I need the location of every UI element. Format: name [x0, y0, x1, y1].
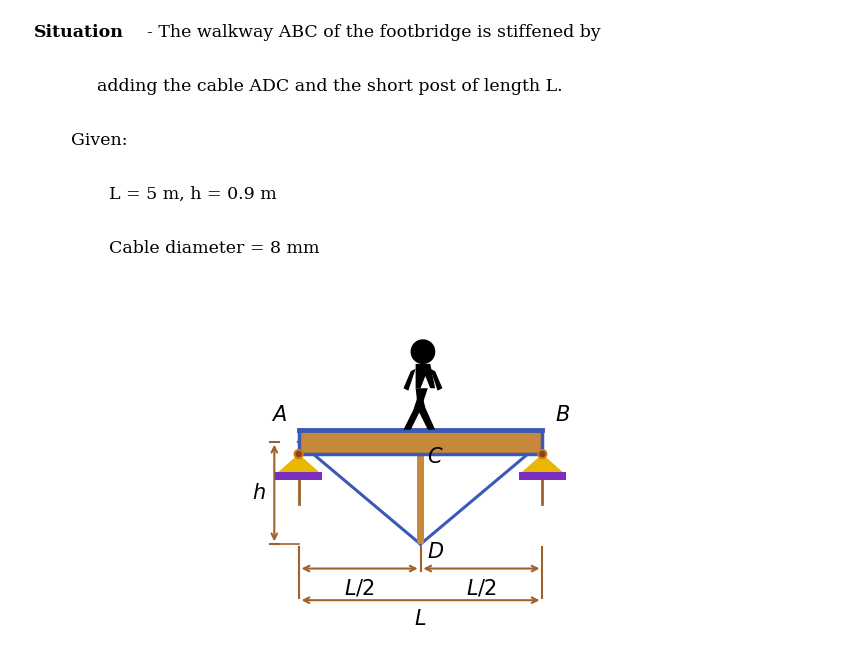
Text: $D$: $D$	[426, 541, 444, 561]
Text: L = 5 m, h = 0.9 m: L = 5 m, h = 0.9 m	[109, 186, 277, 203]
Text: Situation: Situation	[34, 24, 124, 41]
Polygon shape	[404, 388, 428, 430]
Circle shape	[538, 450, 547, 458]
Circle shape	[540, 452, 545, 456]
Text: $h$: $h$	[252, 483, 266, 503]
Polygon shape	[415, 364, 435, 388]
Text: $L/2$: $L/2$	[344, 577, 375, 598]
Text: $C$: $C$	[426, 447, 443, 467]
Circle shape	[411, 340, 435, 364]
Polygon shape	[431, 369, 442, 391]
Text: Given:: Given:	[71, 132, 128, 149]
Circle shape	[294, 450, 303, 458]
Text: $L$: $L$	[415, 609, 426, 629]
Text: $L/2$: $L/2$	[466, 577, 497, 598]
Text: Cable diameter = 8 mm: Cable diameter = 8 mm	[109, 240, 320, 257]
Circle shape	[296, 452, 301, 456]
Polygon shape	[278, 454, 320, 472]
Polygon shape	[415, 388, 435, 430]
Polygon shape	[299, 430, 542, 454]
Polygon shape	[404, 369, 415, 391]
Polygon shape	[416, 442, 425, 544]
Text: $B$: $B$	[554, 405, 569, 425]
Polygon shape	[275, 472, 322, 480]
Text: $A$: $A$	[271, 405, 287, 425]
Text: adding the cable ADC and the short post of length L.: adding the cable ADC and the short post …	[97, 78, 563, 95]
Text: - The walkway ABC of the footbridge is stiffened by: - The walkway ABC of the footbridge is s…	[147, 24, 601, 41]
Polygon shape	[521, 454, 563, 472]
Polygon shape	[519, 472, 566, 480]
